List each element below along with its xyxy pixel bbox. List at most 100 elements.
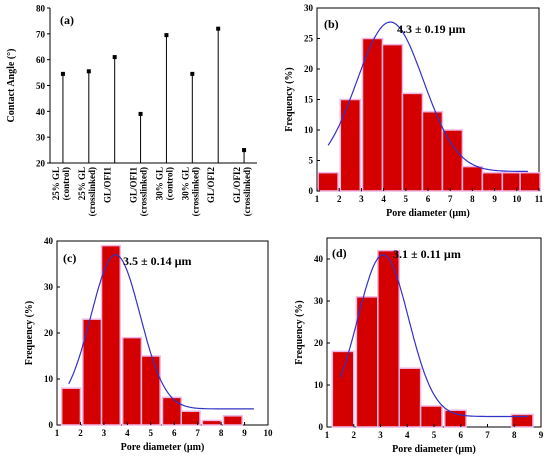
category-label-line1: GL/OFI1 xyxy=(129,167,139,204)
y-tick-label: 5 xyxy=(309,156,314,166)
histogram-bar xyxy=(100,244,122,426)
x-tick-label: 8 xyxy=(219,428,224,438)
histogram-bar xyxy=(222,415,243,426)
y-tick-label: 20 xyxy=(36,159,46,169)
category-label-line2: (control) xyxy=(164,167,174,200)
y-tick-label: 30 xyxy=(304,3,314,13)
histogram-bar xyxy=(381,43,404,192)
histogram-bar xyxy=(377,249,400,428)
histogram-bar xyxy=(339,98,362,192)
y-tick-label: 10 xyxy=(304,125,314,135)
category-label: 25% GL(control) xyxy=(51,167,71,200)
x-tick-label: 4 xyxy=(125,428,130,438)
histogram-bar xyxy=(331,350,355,428)
y-tick-label: 70 xyxy=(36,29,46,39)
histogram-bar xyxy=(201,419,222,426)
panel-label: (b) xyxy=(324,17,339,31)
y-tick-label: 10 xyxy=(314,380,324,390)
x-tick-label: 1 xyxy=(325,430,330,440)
x-tick-label: 7 xyxy=(195,428,200,438)
x-tick-label: 2 xyxy=(337,194,342,204)
panel-label: (c) xyxy=(63,251,76,265)
y-tick-label: 20 xyxy=(304,64,314,74)
y-axis-title: Contact Angle (°) xyxy=(6,49,17,123)
mean-annotation: 3.5 ± 0.14 µm xyxy=(123,254,192,268)
x-tick-label: 9 xyxy=(492,194,497,204)
category-label-line2: (crosslinked) xyxy=(87,167,97,216)
x-tick-label: 9 xyxy=(242,428,247,438)
panel-label: (a) xyxy=(60,13,74,27)
category-label-line2: (control) xyxy=(61,167,71,200)
histogram-bar xyxy=(398,367,422,428)
y-tick-label: 0 xyxy=(49,420,54,430)
x-tick-label: 6 xyxy=(172,428,177,438)
data-point xyxy=(216,26,221,31)
category-label-line1: GL/OFI2 xyxy=(232,167,242,204)
data-point xyxy=(86,69,91,74)
data-point xyxy=(242,148,247,153)
y-tick-label: 40 xyxy=(44,236,54,246)
y-tick-label: 40 xyxy=(36,107,46,117)
y-tick-label: 60 xyxy=(36,55,46,65)
category-label-line2: (crosslinked) xyxy=(242,167,252,216)
y-tick-label: 40 xyxy=(314,254,324,264)
category-label: GL/OFI1 xyxy=(103,167,113,204)
x-tick-label: 1 xyxy=(315,194,320,204)
x-tick-label: 1 xyxy=(55,428,60,438)
x-tick-label: 10 xyxy=(264,428,274,438)
y-tick-label: 50 xyxy=(36,81,46,91)
x-tick-label: 10 xyxy=(512,194,522,204)
category-label-line1: 25% GL xyxy=(51,167,61,200)
category-label: 25% GL(crosslinked) xyxy=(77,167,97,216)
mean-annotation: 3.1 ± 0.11 µm xyxy=(393,247,461,261)
category-label: 30% GL(crosslinked) xyxy=(180,167,200,216)
x-tick-label: 4 xyxy=(381,194,386,204)
y-tick-label: 30 xyxy=(314,296,324,306)
histogram-bar xyxy=(161,396,183,426)
panel-c: 1 2 3 4 5 6 7 8 9 10 0 10 20 30 40 Pore diameter (µm) Fr… xyxy=(24,236,273,453)
data-point xyxy=(138,111,143,116)
x-tick-label: 2 xyxy=(78,428,83,438)
y-tick-label: 25 xyxy=(304,34,314,44)
mean-annotation: 4.3 ± 0.19 µm xyxy=(397,22,466,36)
x-tick-label: 3 xyxy=(102,428,107,438)
x-tick-label: 5 xyxy=(149,428,154,438)
x-tick-label: 6 xyxy=(426,194,431,204)
data-point xyxy=(60,71,65,76)
category-label: GL/OFI1(crosslinked) xyxy=(129,167,149,217)
x-tick-label: 7 xyxy=(448,194,453,204)
x-tick-label: 5 xyxy=(432,430,437,440)
y-tick-label: 20 xyxy=(44,328,54,338)
histogram-bar xyxy=(421,110,444,192)
y-tick-label: 80 xyxy=(36,4,46,14)
histogram-bar xyxy=(361,37,384,192)
histogram-bar xyxy=(481,171,504,192)
histogram-bar xyxy=(419,405,443,428)
y-tick-label: 10 xyxy=(44,374,54,384)
data-point xyxy=(112,55,117,60)
category-label-line2: (crosslinked) xyxy=(139,167,149,216)
x-tick-label: 8 xyxy=(470,194,475,204)
x-axis-title: Pore diameter (µm) xyxy=(386,208,470,219)
x-tick-label: 3 xyxy=(359,194,364,204)
category-label: GL/OFI2 xyxy=(206,167,216,204)
y-tick-label: 0 xyxy=(309,186,314,196)
histogram-bar xyxy=(441,129,464,192)
histogram-bar xyxy=(401,92,424,192)
category-label-line1: GL/OFI2 xyxy=(206,167,216,204)
y-tick-label: 30 xyxy=(36,133,46,143)
y-axis-title: Frequency (%) xyxy=(24,301,35,366)
histogram-bar xyxy=(140,355,161,426)
x-tick-label: 3 xyxy=(378,430,383,440)
x-tick-label: 2 xyxy=(352,430,357,440)
histogram-bar xyxy=(317,171,339,192)
category-label-line1: GL/OFI1 xyxy=(103,167,113,204)
gaussian-fit-curve xyxy=(327,21,528,173)
histogram-bar xyxy=(461,165,484,192)
category-label-line1: 25% GL xyxy=(77,167,87,200)
y-axis-title: Frequency (%) xyxy=(284,67,295,132)
gaussian-fit-curve xyxy=(339,254,528,418)
category-label: GL/OFI2(crosslinked) xyxy=(232,167,252,217)
histogram-bar xyxy=(180,410,201,426)
